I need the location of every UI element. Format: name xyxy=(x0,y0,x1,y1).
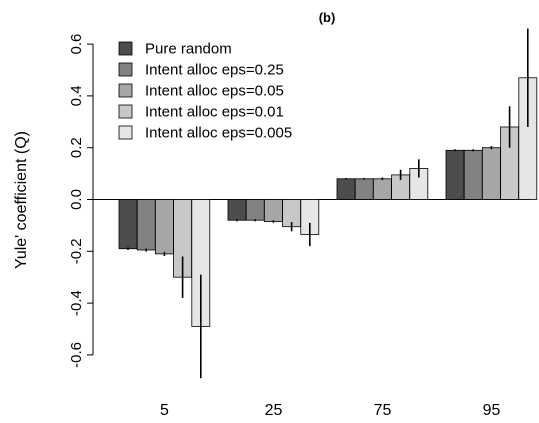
y-axis-label: Yule' coefficient (Q) xyxy=(13,131,30,269)
bar xyxy=(481,147,501,200)
bar xyxy=(136,199,156,251)
legend: Pure random Intent alloc eps=0.25 Intent a… xyxy=(118,41,292,142)
y-tick-label: -0.2 xyxy=(68,238,85,264)
legend-label: Intent alloc eps=0.25 xyxy=(145,62,284,79)
bar xyxy=(372,178,392,200)
legend-swatch xyxy=(118,125,133,140)
y-tick-label: -0.4 xyxy=(68,290,85,316)
legend-swatch xyxy=(118,62,133,77)
y-tick-label: 0.6 xyxy=(68,34,85,55)
legend-label: Intent alloc eps=0.01 xyxy=(145,104,284,121)
y-tick-label: 0.4 xyxy=(68,85,85,106)
y-tick-label: -0.6 xyxy=(68,342,85,368)
bar xyxy=(463,149,483,200)
bar xyxy=(445,149,465,200)
bar xyxy=(263,199,283,222)
legend-swatch xyxy=(118,41,133,56)
bar xyxy=(118,199,138,250)
y-tick-label: 0.0 xyxy=(68,189,85,210)
x-tick-label: 95 xyxy=(483,402,501,419)
legend-label: Intent alloc eps=0.05 xyxy=(145,83,284,100)
bar xyxy=(245,199,265,221)
bar xyxy=(354,178,374,200)
x-tick-label: 75 xyxy=(374,402,392,419)
legend-label: Pure random xyxy=(145,41,232,58)
bar xyxy=(154,199,174,255)
x-tick-label: 25 xyxy=(265,402,283,419)
chart-title: (b) xyxy=(319,10,336,25)
legend-swatch xyxy=(118,83,133,98)
legend-swatch xyxy=(118,104,133,119)
y-ticks: -0.6 -0.4 -0.2 0.0 0.2 0.4 0.6 xyxy=(68,34,93,368)
x-tick-label: 5 xyxy=(160,402,169,419)
x-ticks: 5 25 75 95 xyxy=(160,402,500,419)
bar xyxy=(336,178,356,200)
y-tick-label: 0.2 xyxy=(68,137,85,158)
bars xyxy=(118,28,538,379)
legend-label: Intent alloc eps=0.005 xyxy=(145,125,292,142)
bar xyxy=(227,199,247,221)
